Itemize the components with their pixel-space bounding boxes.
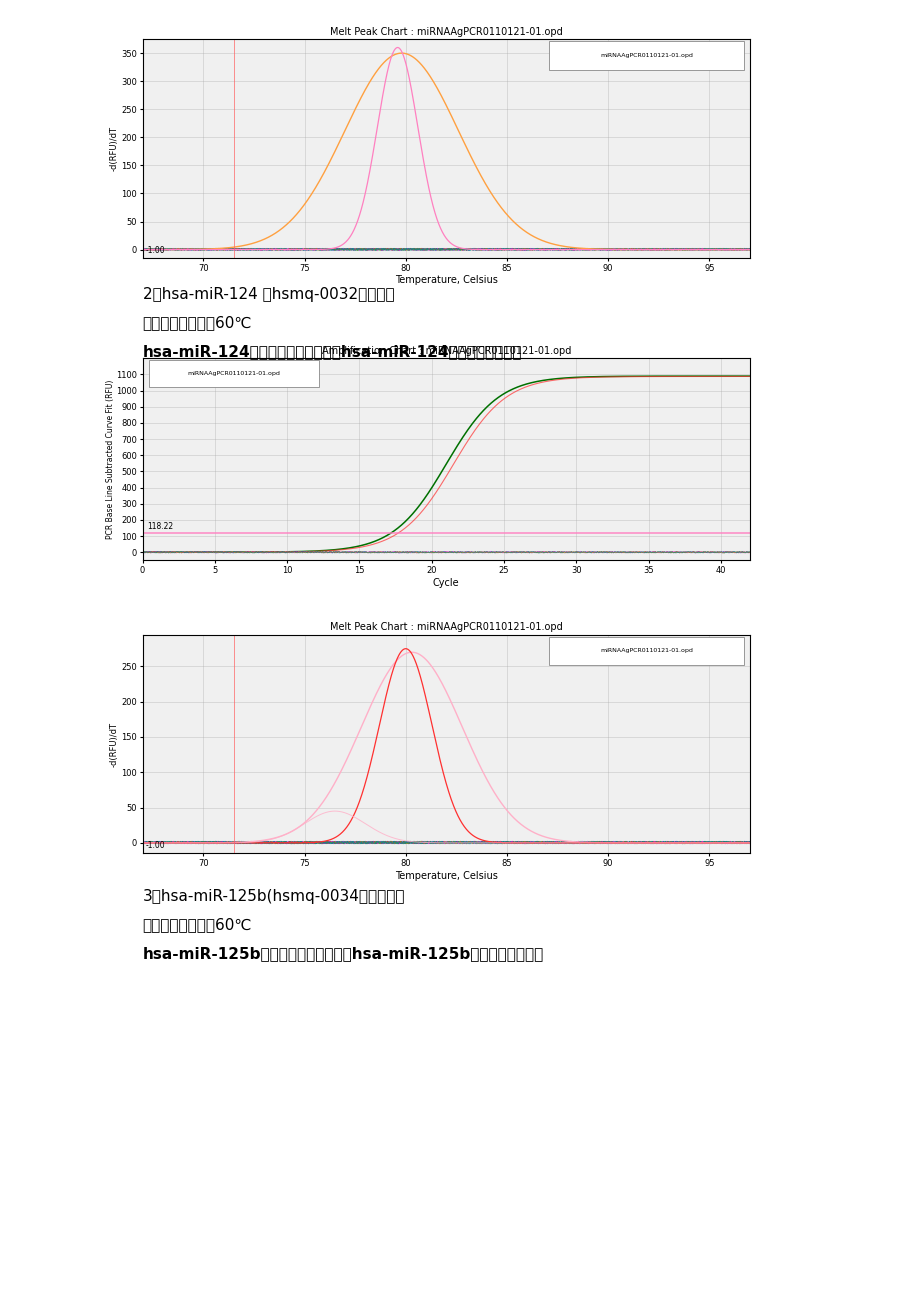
- Text: miRNAAgPCR0110121-01.opd: miRNAAgPCR0110121-01.opd: [187, 371, 279, 377]
- X-axis label: Temperature, Celsius: Temperature, Celsius: [394, 870, 497, 881]
- Text: miRNAAgPCR0110121-01.opd: miRNAAgPCR0110121-01.opd: [599, 649, 692, 654]
- Text: 118.22: 118.22: [147, 523, 173, 532]
- Text: -1.00: -1.00: [145, 840, 165, 850]
- Text: 推荐退火温度：　60℃: 推荐退火温度： 60℃: [142, 315, 252, 331]
- Title: Melt Peak Chart : miRNAAgPCR0110121-01.opd: Melt Peak Chart : miRNAAgPCR0110121-01.o…: [330, 623, 562, 632]
- Text: hsa-miR-124　扩增曲线示意图　　hsa-miR-124　融解曲线示意图: hsa-miR-124 扩增曲线示意图 hsa-miR-124 融解曲线示意图: [142, 344, 522, 360]
- Text: 推荐退火温度：　60℃: 推荐退火温度： 60℃: [142, 917, 252, 933]
- Text: 3．hsa-miR-125b(hsmq-0034　　引物）: 3．hsa-miR-125b(hsmq-0034 引物）: [142, 889, 404, 904]
- X-axis label: Temperature, Celsius: Temperature, Celsius: [394, 275, 497, 285]
- FancyBboxPatch shape: [549, 42, 743, 70]
- Y-axis label: PCR Base Line Subtracted Curve Fit (RFU): PCR Base Line Subtracted Curve Fit (RFU): [106, 379, 115, 539]
- Y-axis label: -d(RFU)/dT: -d(RFU)/dT: [109, 126, 119, 171]
- Y-axis label: -d(RFU)/dT: -d(RFU)/dT: [109, 722, 119, 766]
- X-axis label: Cycle: Cycle: [433, 577, 459, 588]
- Text: hsa-miR-125b　扩增曲线示意图　　hsa-miR-125b　融解曲线示意图: hsa-miR-125b 扩增曲线示意图 hsa-miR-125b 融解曲线示意…: [142, 946, 543, 962]
- Text: 2．hsa-miR-124 （hsmq-0032　引物）: 2．hsa-miR-124 （hsmq-0032 引物）: [142, 287, 394, 302]
- Title: Amplification Chart : miRNAAgPCR0110121-01.opd: Amplification Chart : miRNAAgPCR0110121-…: [321, 347, 571, 356]
- FancyBboxPatch shape: [149, 361, 318, 387]
- Text: miRNAAgPCR0110121-01.opd: miRNAAgPCR0110121-01.opd: [599, 53, 692, 59]
- FancyBboxPatch shape: [549, 637, 743, 666]
- Title: Melt Peak Chart : miRNAAgPCR0110121-01.opd: Melt Peak Chart : miRNAAgPCR0110121-01.o…: [330, 27, 562, 36]
- Text: -1.00: -1.00: [145, 245, 165, 254]
